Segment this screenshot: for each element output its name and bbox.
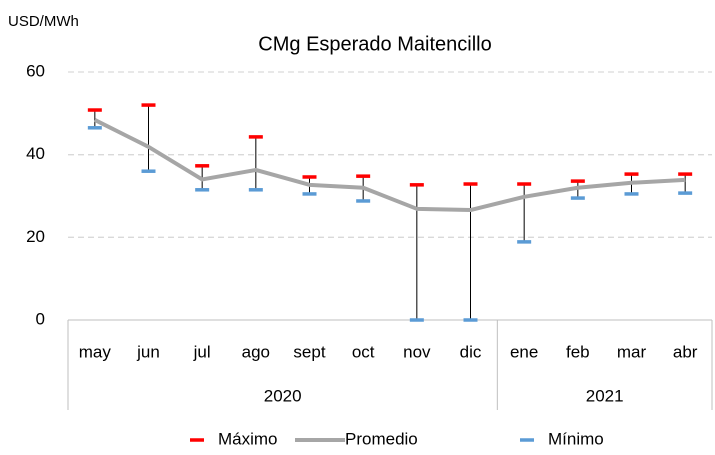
y-axis-label: USD/MWh — [8, 13, 79, 30]
x-tick-label: ene — [510, 342, 538, 361]
x-tick-label: sept — [293, 342, 325, 361]
x-tick-label: abr — [673, 342, 698, 361]
legend-label: Máximo — [218, 429, 278, 448]
y-tick-label: 60 — [26, 61, 45, 80]
y-tick-label: 40 — [26, 144, 45, 163]
legend-label: Promedio — [345, 429, 418, 448]
legend-label: Mínimo — [548, 429, 604, 448]
y-tick-label: 0 — [36, 309, 45, 328]
x-tick-label: mar — [617, 342, 647, 361]
x-tick-label: feb — [566, 342, 590, 361]
group-label: 2020 — [264, 386, 302, 405]
y-tick-label: 20 — [26, 227, 45, 246]
x-tick-label: ago — [242, 342, 270, 361]
x-tick-label: jul — [193, 342, 211, 361]
x-tick-label: may — [79, 342, 112, 361]
x-tick-label: oct — [352, 342, 375, 361]
x-tick-label: nov — [403, 342, 431, 361]
x-tick-label: jun — [136, 342, 160, 361]
group-label: 2021 — [586, 386, 624, 405]
x-tick-label: dic — [460, 342, 482, 361]
average-line — [93, 118, 686, 213]
chart-title: CMg Esperado Maitencillo — [258, 33, 491, 55]
